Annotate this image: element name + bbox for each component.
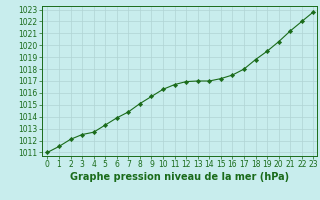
- X-axis label: Graphe pression niveau de la mer (hPa): Graphe pression niveau de la mer (hPa): [70, 172, 289, 182]
